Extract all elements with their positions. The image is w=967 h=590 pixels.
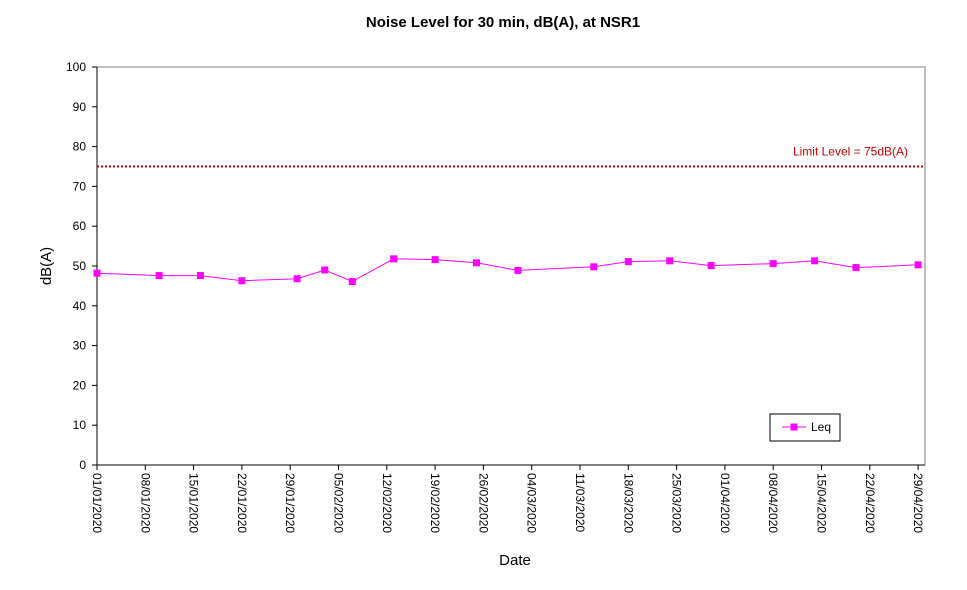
data-point-leq (390, 255, 398, 263)
x-tick-label: 29/01/2020 (283, 473, 297, 533)
data-point-leq (666, 257, 674, 265)
x-tick-label: 25/03/2020 (670, 473, 684, 533)
data-point-leq (590, 263, 598, 271)
x-tick-label: 01/01/2020 (90, 473, 104, 533)
y-tick-label: 30 (73, 339, 87, 353)
x-tick-label: 11/03/2020 (573, 473, 587, 532)
limit-line-label: Limit Level = 75dB(A) (793, 145, 908, 159)
y-axis-title: dB(A) (38, 247, 55, 285)
data-point-leq (238, 277, 246, 285)
x-tick-label: 26/02/2020 (476, 473, 490, 533)
data-point-leq (811, 257, 819, 265)
data-point-leq (348, 278, 356, 286)
x-axis-title: Date (499, 552, 531, 569)
x-tick-label: 04/03/2020 (525, 473, 539, 533)
y-tick-label: 100 (66, 60, 86, 74)
x-tick-label: 05/02/2020 (332, 473, 346, 533)
y-tick-label: 70 (73, 179, 87, 193)
chart-title: Noise Level for 30 min, dB(A), at NSR1 (366, 14, 640, 31)
y-tick-label: 0 (79, 458, 86, 472)
x-tick-label: 01/04/2020 (718, 473, 732, 533)
x-tick-label: 29/04/2020 (911, 473, 925, 533)
legend-box (769, 413, 841, 442)
legend: Leq (769, 413, 841, 442)
legend-marker-leq (790, 423, 798, 431)
y-tick-label: 50 (73, 259, 87, 273)
x-tick-label: 08/04/2020 (766, 473, 780, 533)
data-point-leq (431, 256, 439, 264)
data-point-leq (852, 264, 860, 272)
data-point-leq (707, 262, 715, 270)
data-point-leq (155, 272, 163, 280)
y-axis-ticks: 0 10 20 30 40 50 60 70 80 90 100 (66, 60, 97, 472)
x-tick-label: 12/02/2020 (380, 473, 394, 533)
data-point-leq (293, 275, 301, 283)
data-point-leq (473, 259, 480, 267)
x-tick-label: 18/03/2020 (621, 473, 635, 533)
data-point-leq (624, 258, 632, 266)
reference-lines: Limit Level = 75dB(A) (97, 145, 925, 168)
x-tick-label: 22/04/2020 (863, 473, 877, 533)
data-point-leq (93, 269, 101, 277)
y-tick-label: 60 (73, 219, 87, 233)
y-tick-label: 20 (73, 378, 87, 392)
y-tick-label: 90 (73, 100, 87, 114)
x-tick-label: 08/01/2020 (138, 473, 152, 533)
x-tick-label: 22/01/2020 (235, 473, 249, 533)
data-point-leq (321, 266, 329, 274)
data-point-leq (769, 260, 777, 268)
y-tick-label: 80 (73, 140, 87, 154)
y-tick-label: 40 (73, 299, 87, 313)
y-tick-label: 10 (73, 418, 87, 432)
plot-area (96, 66, 926, 466)
x-axis-ticks: 01/01/2020 08/01/2020 15/01/2020 22/01/2020… (90, 465, 925, 533)
x-tick-label: 19/02/2020 (428, 473, 442, 533)
x-tick-label: 15/01/2020 (187, 473, 201, 533)
data-point-leq (514, 266, 522, 274)
series-layer (93, 255, 922, 286)
plot-frame (96, 66, 926, 466)
data-point-leq (197, 272, 204, 280)
data-point-leq (914, 261, 922, 269)
x-tick-label: 15/04/2020 (815, 473, 829, 533)
legend-label-leq: Leq (811, 420, 831, 434)
